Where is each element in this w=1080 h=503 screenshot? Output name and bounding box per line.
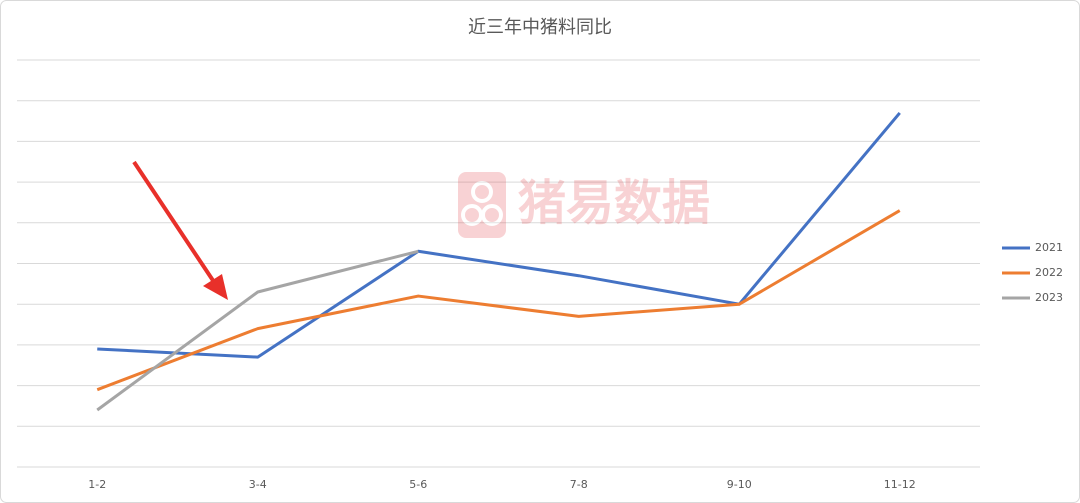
x-tick-label: 9-10 (727, 478, 752, 491)
x-tick-label: 7-8 (570, 478, 588, 491)
x-tick-label: 5-6 (409, 478, 427, 491)
watermark: 猪易数据 (458, 172, 710, 238)
series-line (96, 209, 901, 392)
watermark-logo (471, 181, 493, 203)
legend-label: 2021 (1035, 241, 1063, 254)
watermark-text: 猪易数据 (518, 175, 710, 231)
arrow-head (203, 274, 228, 300)
watermark-logo (481, 204, 503, 226)
series-line (96, 249, 419, 412)
chart-title: 近三年中猪料同比 (468, 17, 612, 38)
x-tick-label: 1-2 (88, 478, 106, 491)
legend-label: 2022 (1035, 266, 1063, 279)
watermark-logo (461, 204, 483, 226)
x-tick-label: 3-4 (249, 478, 267, 491)
arrow-shaft (132, 160, 220, 290)
x-tick-label: 11-12 (884, 478, 916, 491)
watermark-logo (458, 172, 506, 238)
legend-label: 2023 (1035, 291, 1063, 304)
annotation-arrow (132, 160, 228, 300)
series-line (97, 111, 901, 359)
